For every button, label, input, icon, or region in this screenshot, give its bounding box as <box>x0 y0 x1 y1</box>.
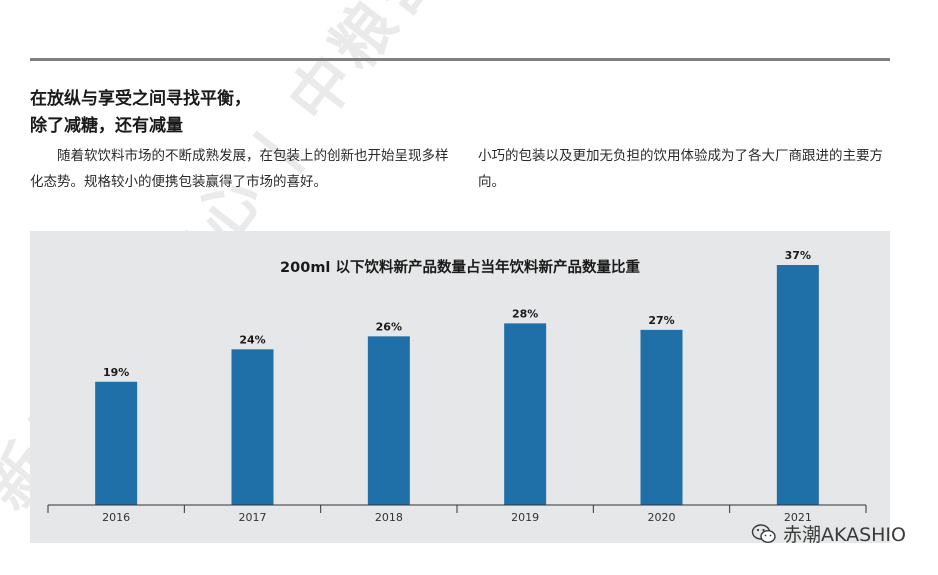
bar-2020 <box>640 329 683 505</box>
x-tick-label-2018: 2018 <box>375 511 403 524</box>
data-label-2021: 37% <box>785 249 811 262</box>
top-rule <box>30 58 890 61</box>
data-label-2019: 28% <box>512 307 538 320</box>
data-label-2017: 24% <box>239 333 265 346</box>
data-label-2020: 27% <box>648 314 674 327</box>
x-tick-label-2021: 2021 <box>784 511 812 524</box>
paragraph-right: 小巧的包装以及更加无负担的饮用体验成为了各大厂商跟进的主要方向。 <box>478 148 883 190</box>
x-tick-label-2019: 2019 <box>511 511 539 524</box>
bar-2018 <box>367 336 410 505</box>
bar-2016 <box>95 381 138 505</box>
bar-2017 <box>231 349 274 505</box>
bar-2021 <box>776 265 819 505</box>
x-tick-label-2020: 2020 <box>648 511 676 524</box>
paragraph-left: 随着软饮料市场的不断成熟发展，在包装上的创新也开始呈现多样化态势。规格较小的便携… <box>30 148 449 190</box>
headline-line-2: 除了减糖，还有减量 <box>30 116 183 136</box>
data-label-2018: 26% <box>376 320 402 333</box>
data-label-2016: 19% <box>103 366 129 379</box>
headline: 在放纵与享受之间寻找平衡， 除了减糖，还有减量 <box>30 86 450 140</box>
chart-title: 200ml 以下饮料新产品数量占当年饮料新产品数量比重 <box>280 258 640 276</box>
headline-line-1: 在放纵与享受之间寻找平衡， <box>30 89 251 109</box>
bar-2019 <box>504 323 547 505</box>
x-tick-label-2017: 2017 <box>239 511 267 524</box>
credit: 赤潮AKASHIO <box>751 520 906 547</box>
credit-text: 赤潮AKASHIO <box>782 524 906 546</box>
x-tick-label-2016: 2016 <box>102 511 130 524</box>
bar-chart: 200ml 以下饮料新产品数量占当年饮料新产品数量比重 19% 24% 26% 28%… <box>47 249 867 524</box>
chart-panel: 200ml 以下饮料新产品数量占当年饮料新产品数量比重 19% 24% 26% 28%… <box>30 231 890 543</box>
wechat-icon <box>751 523 776 543</box>
